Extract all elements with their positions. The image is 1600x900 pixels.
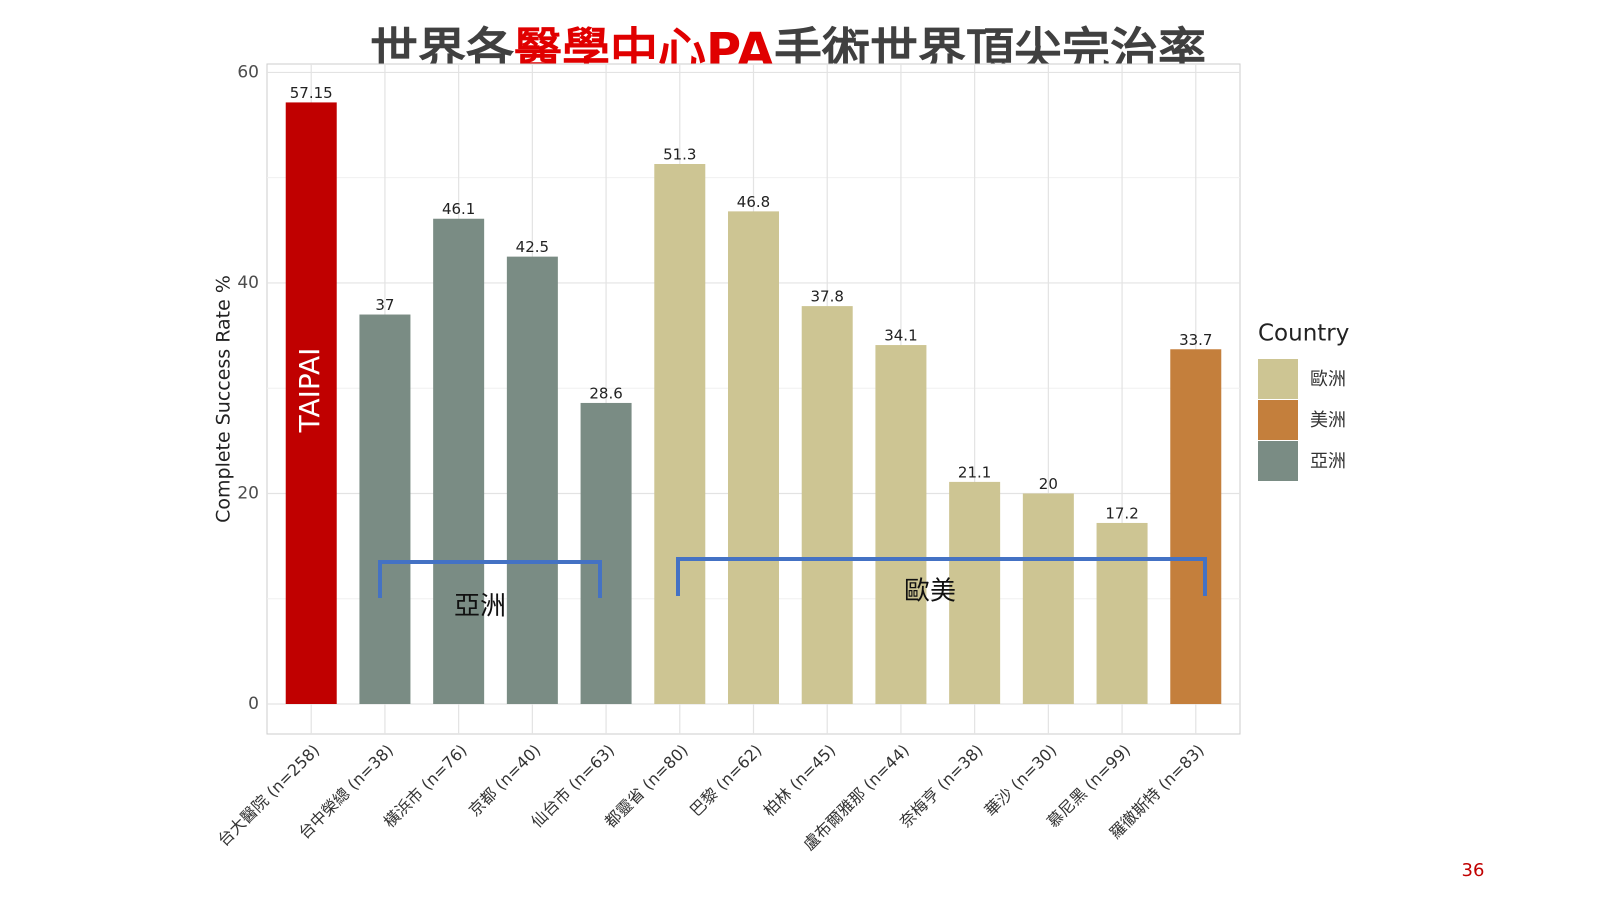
bar bbox=[506, 256, 558, 704]
legend-label: 歐洲 bbox=[1310, 369, 1346, 390]
bracket-label: 歐美 bbox=[904, 577, 956, 607]
bracket bbox=[378, 560, 602, 598]
value-label: 51.3 bbox=[663, 146, 696, 164]
value-label: 28.6 bbox=[589, 384, 622, 402]
bracket bbox=[676, 557, 1207, 596]
value-label: 37.8 bbox=[811, 288, 844, 306]
value-label: 21.1 bbox=[958, 463, 991, 481]
x-tick-label: 柏林 (n=45) bbox=[760, 741, 840, 821]
value-label: 33.7 bbox=[1179, 331, 1212, 349]
page-number: 36 bbox=[1462, 860, 1485, 881]
bar bbox=[1170, 349, 1222, 704]
bracket-label: 亞洲 bbox=[454, 592, 506, 622]
bar bbox=[801, 306, 853, 704]
legend-key bbox=[1258, 441, 1298, 481]
y-axis-label: Complete Success Rate % bbox=[213, 275, 235, 523]
value-label: 34.1 bbox=[884, 327, 917, 345]
bar bbox=[433, 218, 485, 704]
bar bbox=[359, 314, 411, 704]
legend-key bbox=[1258, 400, 1298, 440]
bar bbox=[949, 481, 1001, 704]
bar bbox=[875, 345, 927, 704]
value-label: 46.8 bbox=[737, 193, 770, 211]
x-tick-label: 巴黎 (n=62) bbox=[686, 741, 766, 821]
legend-label: 亞洲 bbox=[1310, 451, 1346, 472]
legend-label: 美洲 bbox=[1310, 410, 1346, 431]
value-label: 46.1 bbox=[442, 200, 475, 218]
y-tick-label: 0 bbox=[248, 694, 259, 714]
bar bbox=[580, 402, 632, 704]
y-tick-label: 20 bbox=[237, 483, 259, 503]
y-tick-label: 60 bbox=[237, 62, 259, 82]
bar bbox=[1096, 522, 1148, 704]
bar bbox=[1022, 493, 1074, 704]
legend-key bbox=[1258, 359, 1298, 399]
y-tick-label: 40 bbox=[237, 273, 259, 293]
value-label: 17.2 bbox=[1105, 504, 1138, 522]
value-label: 37 bbox=[375, 296, 394, 314]
value-label: 20 bbox=[1039, 475, 1058, 493]
x-tick-label: 京都 (n=40) bbox=[465, 741, 545, 821]
bar bbox=[728, 211, 779, 705]
bar bbox=[285, 102, 337, 705]
legend-title: Country bbox=[1258, 321, 1349, 347]
value-label: 57.15 bbox=[290, 84, 333, 102]
bar-annotation: TAIPAI bbox=[293, 348, 326, 434]
bar bbox=[654, 164, 706, 704]
x-tick-label: 華沙 (n=30) bbox=[981, 741, 1061, 821]
value-label: 42.5 bbox=[516, 238, 549, 256]
